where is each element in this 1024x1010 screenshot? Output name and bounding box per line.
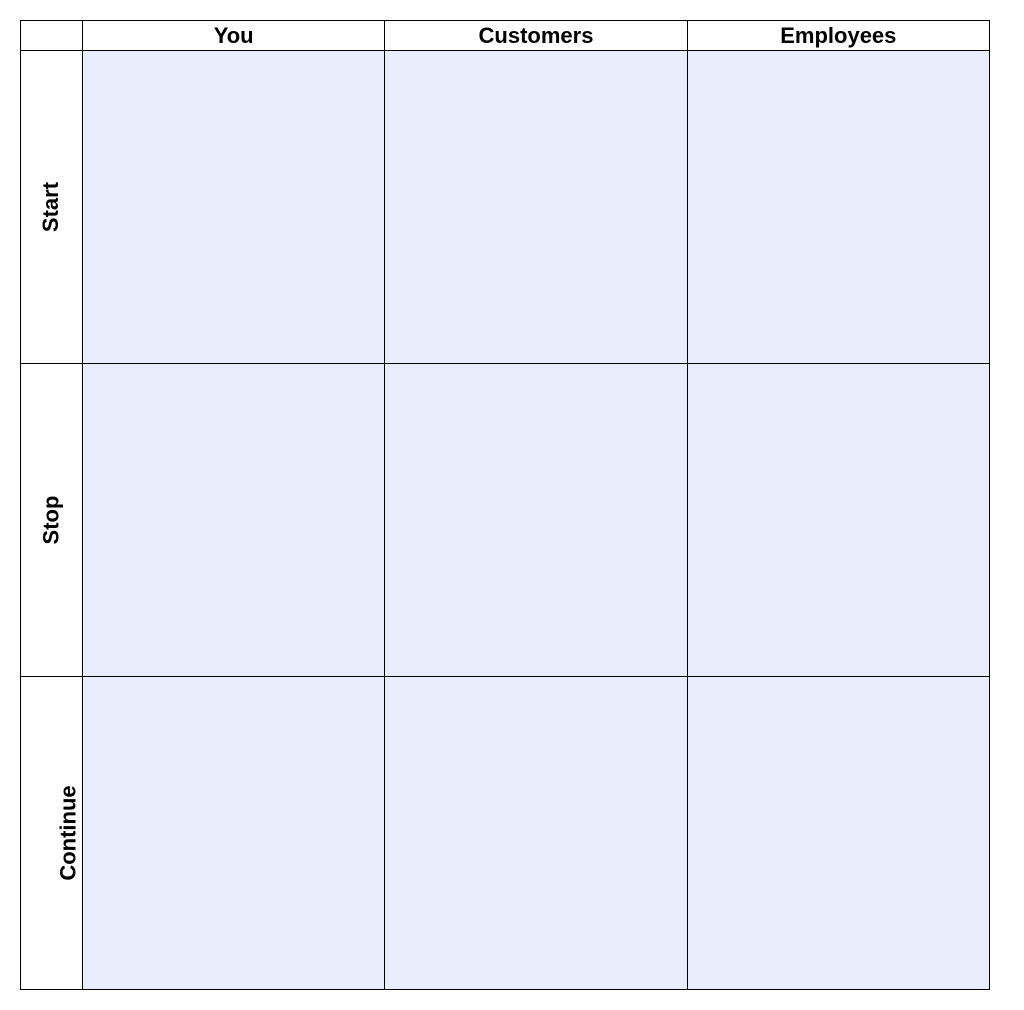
col-header-employees: Employees xyxy=(687,21,989,51)
cell-start-employees xyxy=(687,51,989,364)
col-header-you: You xyxy=(83,21,385,51)
cell-continue-customers xyxy=(385,677,687,990)
header-row: You Customers Employees xyxy=(21,21,990,51)
cell-continue-employees xyxy=(687,677,989,990)
cell-stop-customers xyxy=(385,364,687,677)
row-header-label: Stop xyxy=(38,496,64,545)
cell-start-you xyxy=(83,51,385,364)
row-continue: Continue xyxy=(21,677,990,990)
row-header-start: Start xyxy=(21,51,83,364)
row-start: Start xyxy=(21,51,990,364)
row-header-stop: Stop xyxy=(21,364,83,677)
cell-start-customers xyxy=(385,51,687,364)
col-header-customers: Customers xyxy=(385,21,687,51)
row-header-label: Start xyxy=(39,182,65,232)
cell-continue-you xyxy=(83,677,385,990)
start-stop-continue-matrix: You Customers Employees Start Stop Conti… xyxy=(20,20,990,990)
row-stop: Stop xyxy=(21,364,990,677)
row-header-continue: Continue xyxy=(21,677,83,990)
row-header-label: Continue xyxy=(56,785,82,880)
cell-stop-you xyxy=(83,364,385,677)
cell-stop-employees xyxy=(687,364,989,677)
corner-cell xyxy=(21,21,83,51)
